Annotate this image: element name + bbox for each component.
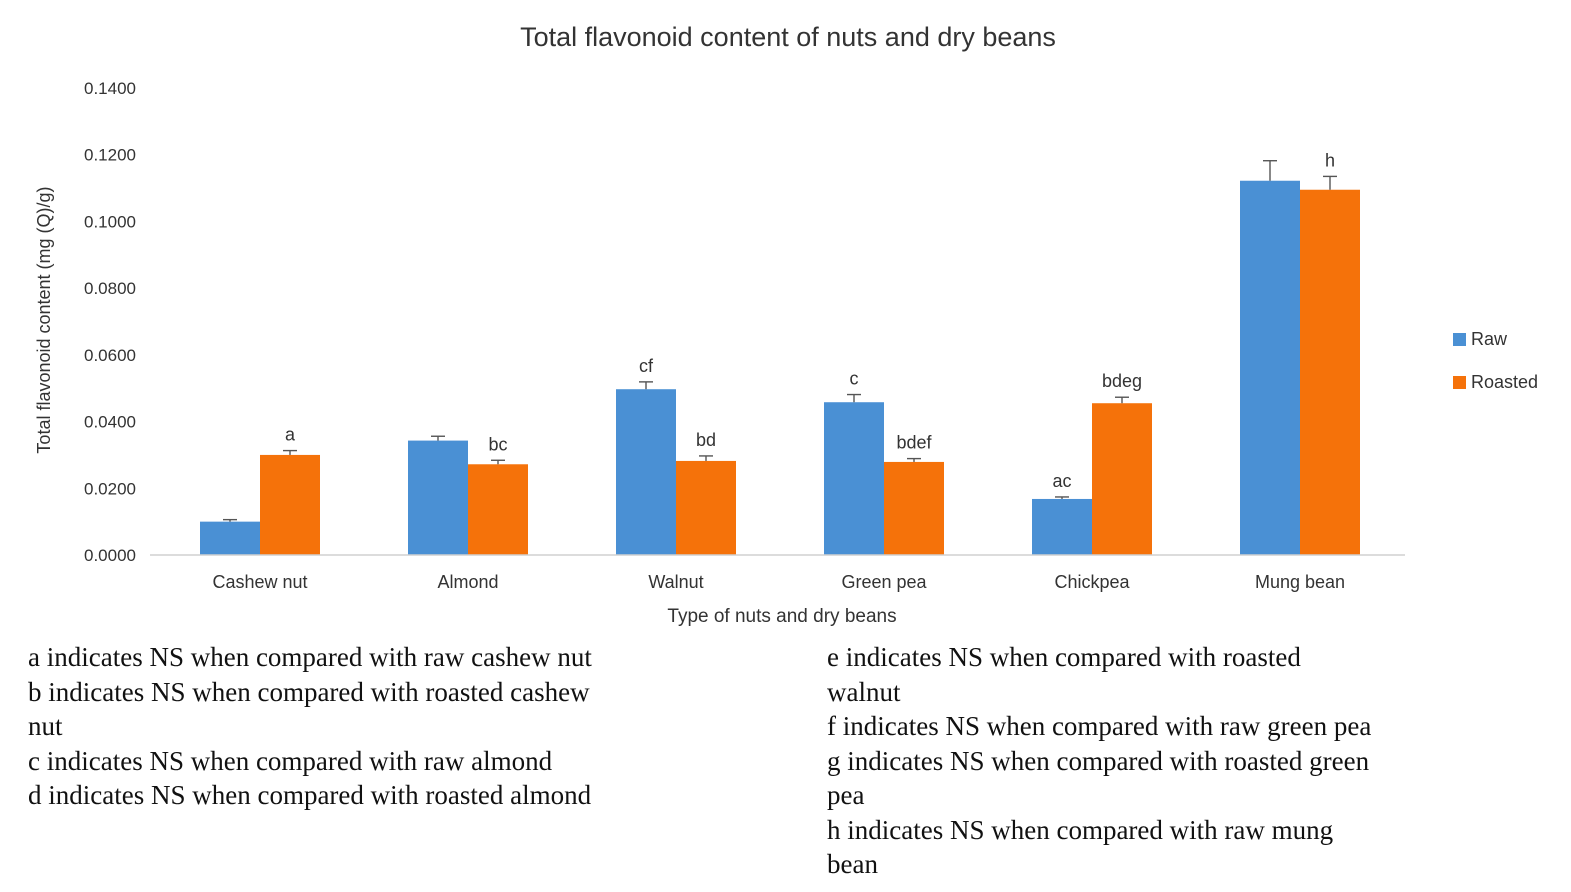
bar-roasted-green-pea	[884, 461, 944, 555]
bar-roasted-cashew-nut	[260, 454, 320, 555]
legend: Raw Roasted	[1453, 329, 1538, 392]
footnote-line: h indicates NS when compared with raw mu…	[827, 814, 1334, 845]
x-tick-label: Mung bean	[1255, 572, 1345, 592]
significance-label: h	[1325, 150, 1335, 170]
x-axis: Cashew nut Almond Walnut Green pea Chickpea M…	[150, 554, 1405, 592]
legend-swatch-raw	[1453, 333, 1466, 346]
chart-title: Total flavonoid content of nuts and dry …	[520, 22, 1056, 52]
significance-label: a	[285, 425, 296, 445]
footnote-line: e indicates NS when compared with roaste…	[827, 642, 1301, 672]
bar-raw-mung-bean	[1240, 180, 1300, 556]
bar-raw-walnut	[616, 389, 676, 555]
x-tick-label: Walnut	[648, 572, 703, 592]
significance-label: ac	[1052, 471, 1071, 491]
significance-label: cf	[639, 356, 654, 376]
significance-label: bd	[696, 430, 716, 450]
bar-roasted-chickpea	[1092, 403, 1152, 555]
y-tick-label: 0.0400	[84, 413, 136, 432]
footnotes-left: a indicates NS when compared with raw ca…	[28, 640, 788, 813]
bar-roasted-mung-bean	[1300, 189, 1360, 555]
y-tick-label: 0.0800	[84, 279, 136, 298]
footnote-line: walnut	[827, 676, 901, 707]
legend-swatch-roasted	[1453, 376, 1466, 389]
y-tick-label: 0.0600	[84, 346, 136, 365]
legend-label-roasted: Roasted	[1471, 372, 1538, 392]
significance-label: c	[850, 369, 859, 389]
bar-raw-green-pea	[824, 402, 884, 555]
x-tick-label: Cashew nut	[212, 572, 307, 592]
footnote-line: a indicates NS when compared with raw ca…	[28, 642, 592, 672]
footnote-line: g indicates NS when compared with roaste…	[827, 745, 1370, 776]
footnote-line: c indicates NS when compared with raw al…	[28, 745, 553, 776]
footnote-line: bean	[827, 849, 878, 879]
significance-label: bdef	[896, 433, 932, 453]
y-tick-label: 0.1200	[84, 146, 136, 165]
footnote-line: pea	[827, 780, 865, 810]
footnote-line: nut	[28, 711, 63, 741]
flavonoid-bar-chart: Total flavonoid content of nuts and dry …	[34, 22, 1538, 627]
y-tick-label: 0.1000	[84, 212, 136, 231]
x-axis-title: Type of nuts and dry beans	[667, 606, 896, 627]
footnote-line: f indicates NS when compared with raw gr…	[827, 711, 1372, 741]
y-tick-label: 0.0200	[84, 479, 136, 498]
bar-roasted-almond	[468, 464, 528, 555]
significance-label: bc	[488, 434, 507, 454]
y-axis-title: Total flavonoid content (mg (Q)/g)	[34, 186, 54, 453]
significance-label: bdeg	[1102, 371, 1142, 391]
bar-raw-almond	[408, 440, 468, 555]
y-axis: 0.0000 0.0200 0.0400 0.0600 0.0800 0.1000 0.12…	[84, 79, 136, 565]
x-tick-label: Almond	[437, 572, 498, 592]
footnote-line: b indicates NS when compared with roaste…	[28, 676, 590, 707]
bar-raw-cashew-nut	[200, 521, 260, 555]
bar-roasted-walnut	[676, 460, 736, 555]
bars: a bc cf bd c bdef ac bdeg h	[200, 150, 1360, 556]
footnotes-right: e indicates NS when compared with roaste…	[827, 640, 1557, 882]
y-tick-label: 0.1400	[84, 79, 136, 98]
footnote-line: d indicates NS when compared with roaste…	[28, 780, 592, 810]
legend-label-raw: Raw	[1471, 329, 1508, 349]
y-tick-label: 0.0000	[84, 546, 136, 565]
bar-raw-chickpea	[1032, 498, 1092, 555]
x-tick-label: Chickpea	[1054, 572, 1130, 592]
x-tick-label: Green pea	[841, 572, 927, 592]
